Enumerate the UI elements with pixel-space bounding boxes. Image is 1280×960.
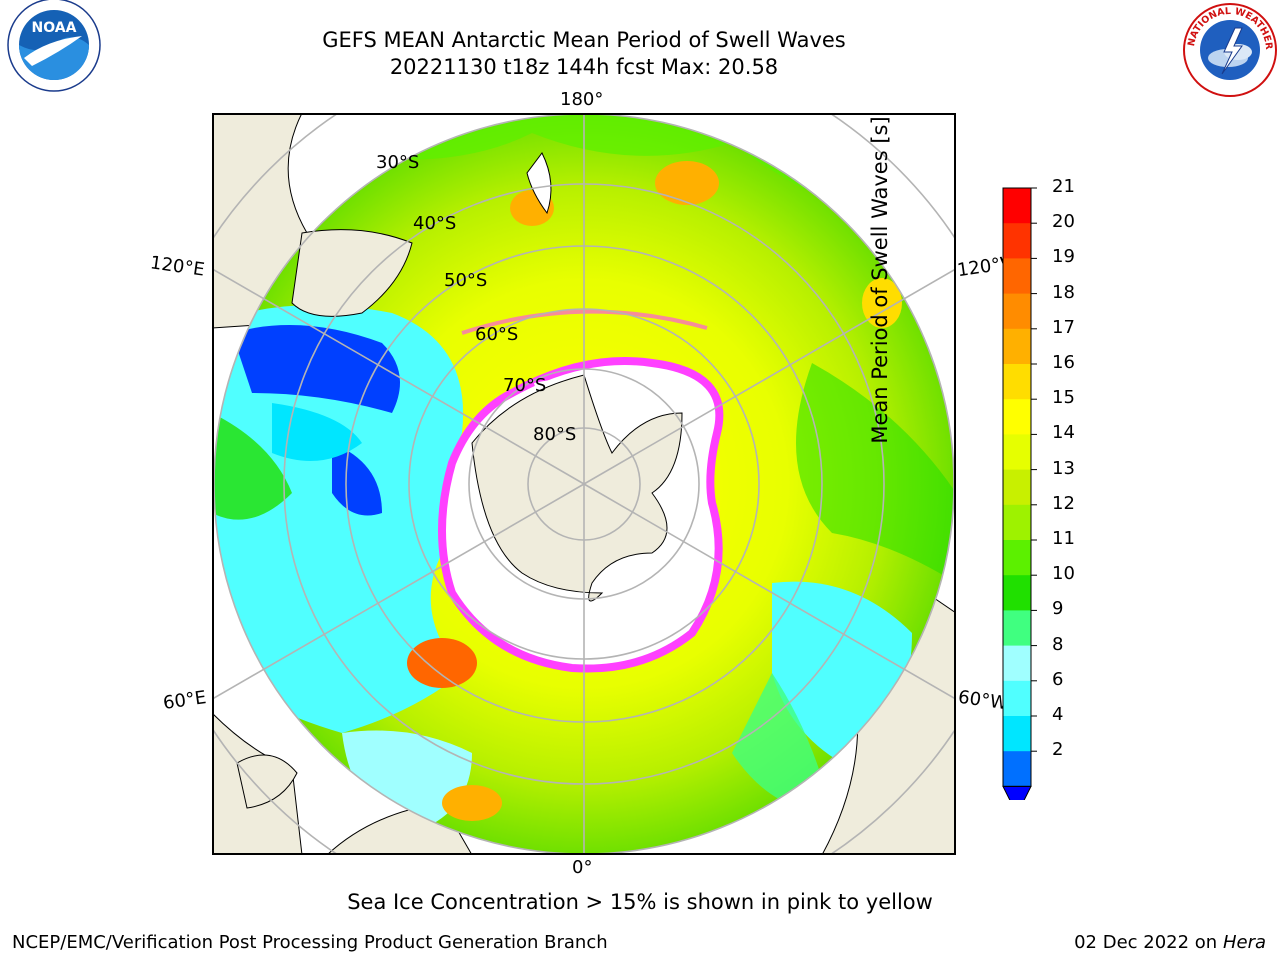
colorbar-tick-label: 18 [1052,281,1075,303]
lon-label-180: 180° [560,89,604,110]
colorbar-tick-label: 14 [1052,422,1075,444]
colorbar-segment [1003,751,1031,787]
colorbar-segment [1003,434,1031,471]
noaa-logo: NOAA [7,0,101,92]
colorbar-segment [1003,680,1031,717]
lat-label-50s: 50°S [444,270,488,291]
polar-map [212,113,956,855]
chart-subtitle: 20221130 t18z 144h fcst Max: 20.58 [389,55,779,79]
colorbar-tick-label: 16 [1052,352,1075,373]
lon-label-0: 0° [572,857,593,878]
sea-ice-caption: Sea Ice Concentration > 15% is shown in … [347,890,933,914]
nws-logo: NATIONAL WEATHER SERVICE [1180,0,1277,97]
colorbar-tick-label: 4 [1052,704,1064,725]
lon-label-120e: 120°E [148,252,206,281]
colorbar-segment [1003,716,1031,752]
colorbar-title: Mean Period of Swell Waves [s] [868,116,892,444]
colorbar-segment [1003,610,1031,647]
footer-host: Hera [1222,932,1266,953]
colorbar-tick-label: 6 [1052,668,1064,690]
colorbar-tick-label: 13 [1052,457,1075,479]
lat-label-30s: 30°S [376,152,420,173]
colorbar-tick-label: 9 [1052,598,1064,620]
chart-title: GEFS MEAN Antarctic Mean Period of Swell… [322,28,846,52]
footer-date: 02 Dec 2022 on Hera [1074,932,1266,953]
colorbar-tick-label: 19 [1052,246,1075,268]
lat-label-40s: 40°S [413,213,457,234]
colorbar-tick-label: 17 [1052,316,1075,338]
colorbar-tick-label: 2 [1052,739,1064,761]
lat-label-70s: 70°S [503,375,547,396]
colorbar-segment [1003,223,1031,259]
colorbar-segment [1003,504,1031,541]
colorbar-tick-label: 10 [1052,563,1075,585]
colorbar-segment [1003,645,1031,682]
colorbar-segment [1003,469,1031,506]
svg-text:NOAA: NOAA [32,20,77,36]
colorbar-tick-label: 8 [1052,633,1064,655]
colorbar-tick-label: 11 [1052,528,1075,549]
lat-label-80s: 80°S [533,424,577,445]
colorbar-segment [1003,540,1031,576]
lon-label-60e: 60°E [161,687,208,714]
colorbar-segment [1003,188,1031,224]
colorbar-segment [1003,293,1031,330]
colorbar-tick-label: 15 [1052,387,1075,409]
colorbar-segment [1003,575,1031,611]
colorbar-segment [1003,399,1031,435]
colorbar-tick-label: 21 [1052,176,1075,197]
lat-label-60s: 60°S [475,324,519,345]
colorbar-underflow-arrow [1002,785,1032,800]
colorbar-tick-label: 12 [1052,492,1075,514]
colorbar-segment [1003,258,1031,295]
colorbar-tick-label: 20 [1052,211,1075,233]
colorbar-segment [1003,364,1031,400]
colorbar [1002,187,1037,800]
colorbar-segment [1003,328,1031,365]
footer-branch: NCEP/EMC/Verification Post Processing Pr… [12,932,608,953]
